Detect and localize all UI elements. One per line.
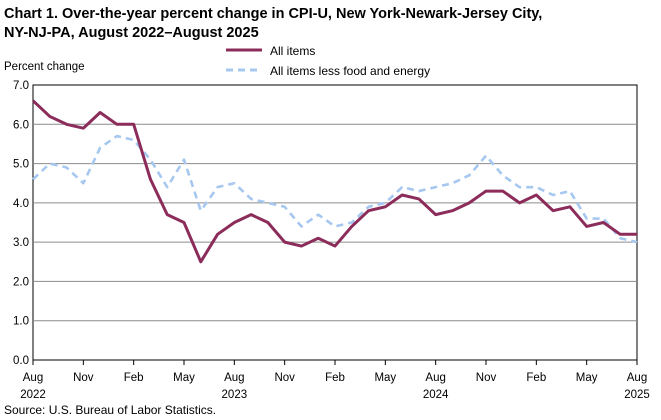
y-tick-label: 3.0: [13, 237, 29, 249]
x-tick-label: Feb: [526, 372, 546, 384]
x-tick-label: Aug: [23, 372, 43, 384]
y-axis-ticks: 0.0 1.0 2.0 3.0 4.0 5.0 6.0 7.0: [13, 80, 29, 367]
gridlines: [33, 123, 637, 322]
x-tick-label: Nov: [274, 372, 295, 384]
x-tick-label: Aug: [224, 372, 244, 384]
x-tick-label: Feb: [325, 372, 345, 384]
chart-title-line-2: NY-NJ-PA, August 2022–August 2025: [4, 25, 259, 41]
x-tick-label: Aug: [627, 372, 647, 384]
series-lines: [31, 99, 638, 264]
x-tick-label: Nov: [73, 372, 94, 384]
legend: All items All items less food and energy: [226, 44, 430, 78]
x-tick-label: Feb: [124, 372, 144, 384]
x-tick-label: May: [173, 372, 195, 384]
y-tick-label: 2.0: [13, 276, 29, 288]
y-axis-label: Percent change: [4, 61, 85, 73]
plot-area-frame: [32, 84, 638, 361]
x-axis-ticks: Aug Nov Feb May Aug Nov Feb May Aug Nov Feb May Aug 2…: [20, 360, 650, 401]
y-tick-label: 6.0: [13, 119, 29, 131]
x-tick-year-label: 2023: [222, 389, 248, 401]
x-tick-label: May: [576, 372, 598, 384]
series-line-all-items: [31, 99, 637, 264]
y-tick-label: 5.0: [13, 159, 29, 171]
x-tick-label: Nov: [476, 372, 497, 384]
legend-label-core: All items less food and energy: [270, 64, 430, 78]
y-tick-label: 1.0: [13, 316, 29, 328]
x-tick-label: May: [374, 372, 396, 384]
source-note: Source: U.S. Bureau of Labor Statistics.: [4, 403, 216, 417]
x-tick-year-label: 2025: [624, 389, 650, 401]
x-tick-year-label: 2024: [423, 389, 449, 401]
chart-title-line-1: Chart 1. Over-the-year percent change in…: [4, 6, 542, 22]
series-line-all-items-less-food-and-energy: [32, 134, 638, 244]
y-tick-label: 0.0: [13, 355, 29, 367]
x-tick-year-label: 2022: [20, 389, 46, 401]
y-tick-label: 7.0: [13, 80, 29, 92]
legend-label-all-items: All items: [270, 44, 315, 58]
x-tick-label: Aug: [425, 372, 445, 384]
y-tick-label: 4.0: [13, 198, 29, 210]
